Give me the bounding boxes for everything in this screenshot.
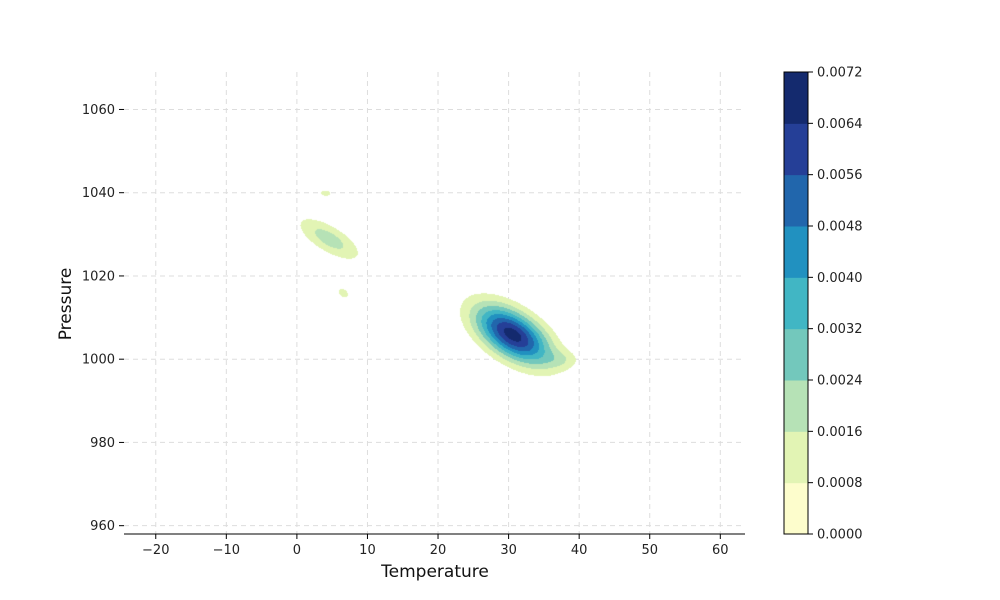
colorbar-swatch: [784, 380, 808, 432]
axes: −20 −10 0 10 20 30 40 50 60960980100010201040106…: [82, 103, 745, 558]
colorbar-tick-label: 0.0072: [817, 66, 863, 81]
x-tick-label: 50: [641, 543, 658, 558]
colorbar-tick-label: 0.0000: [817, 528, 863, 543]
y-axis-label: Pressure: [56, 268, 76, 341]
colorbar-swatch: [784, 72, 808, 124]
y-tick-label: 1020: [82, 269, 115, 284]
colorbar-tick-label: 0.0056: [817, 168, 863, 183]
colorbar-tick-label: 0.0040: [817, 271, 863, 286]
x-tick-label: 30: [500, 543, 517, 558]
colorbar-tick-label: 0.0032: [817, 322, 863, 337]
contour-fill: [124, 72, 745, 534]
x-axis-label: Temperature: [380, 562, 489, 582]
colorbar-tick-label: 0.0048: [817, 220, 863, 235]
colorbar-tick-label: 0.0016: [817, 425, 863, 440]
colorbar-swatch: [784, 328, 808, 381]
y-tick-label: 1000: [82, 353, 115, 368]
x-tick-label: 10: [359, 543, 376, 558]
colorbar-tick-label: 0.0008: [817, 476, 863, 491]
density-fill: [124, 72, 745, 534]
colorbar-swatch: [784, 226, 808, 278]
colorbar-swatch: [784, 277, 808, 330]
y-tick-label: 1060: [82, 103, 115, 118]
x-tick-label: 40: [571, 543, 588, 558]
colorbar: 0.0000 0.0008 0.0016 0.0024 0.0032 0.0040 0.00…: [783, 66, 863, 543]
colorbar-swatch: [784, 123, 808, 176]
colorbar-swatch: [784, 174, 808, 227]
y-tick-label: 960: [90, 519, 115, 534]
x-tick-label: 0: [293, 543, 301, 558]
x-tick-label: −20: [142, 543, 169, 558]
colorbar-swatch: [784, 482, 808, 535]
colorbar-swatch: [784, 431, 808, 484]
x-tick-label: 20: [430, 543, 447, 558]
x-tick-label: −10: [213, 543, 240, 558]
y-tick-label: 1040: [82, 186, 115, 201]
colorbar-frame: [783, 71, 809, 535]
colorbar-tick-label: 0.0064: [817, 117, 863, 132]
y-tick-label: 980: [90, 436, 115, 451]
x-tick-label: 60: [712, 543, 729, 558]
colorbar-tick-label: 0.0024: [817, 374, 863, 389]
